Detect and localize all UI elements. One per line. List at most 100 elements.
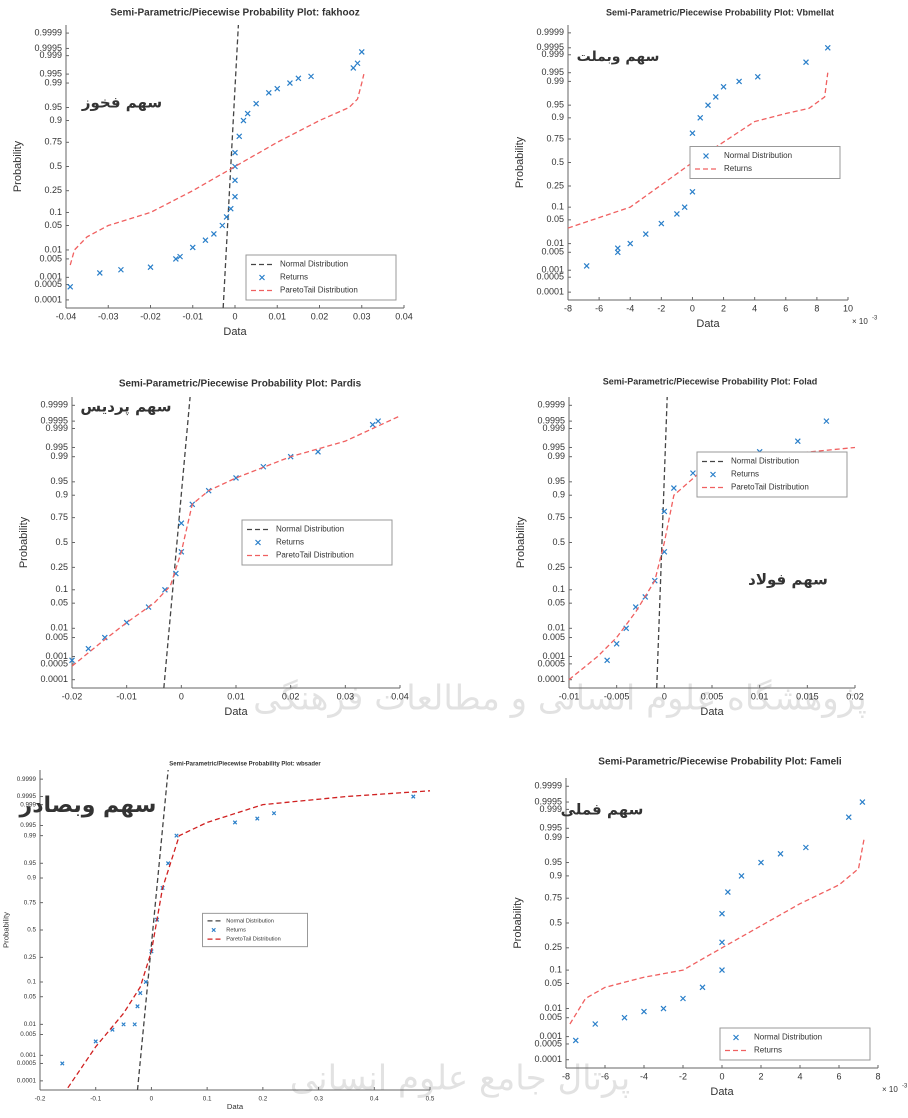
y-tick-label: 0.9995	[537, 415, 565, 425]
y-tick-label: 0.25	[24, 954, 37, 961]
y-tick-label: 0.1	[552, 584, 565, 594]
data-point	[272, 812, 276, 816]
data-point	[713, 94, 718, 99]
legend-label: Returns	[724, 164, 752, 173]
y-tick-label: 0.995	[39, 68, 62, 78]
x-tick-label: 0.015	[796, 691, 819, 701]
y-tick-label: 0.99	[50, 451, 68, 461]
x-tick-label: -6	[595, 303, 603, 313]
y-tick-label: 0.9995	[536, 42, 564, 52]
y-tick-label: 0.9	[552, 490, 565, 500]
x-tick-label: -2	[679, 1071, 687, 1081]
x-tick-label: 0.4	[370, 1096, 379, 1103]
data-point	[584, 263, 589, 268]
x-tick-label: -0.01	[182, 311, 203, 321]
y-tick-label: 0.5	[549, 917, 562, 927]
legend-label: Normal Distribution	[280, 260, 348, 269]
x-exponent-base: × 10	[852, 317, 868, 326]
data-point	[211, 231, 216, 236]
annotation: سهم وبصادر	[19, 793, 157, 818]
y-tick-label: 0.005	[45, 632, 68, 642]
y-tick-label: 0.995	[539, 823, 562, 833]
y-tick-label: 0.95	[546, 100, 564, 110]
y-tick-label: 0.5	[49, 161, 62, 171]
y-tick-label: 0.99	[24, 832, 37, 839]
data-point	[148, 265, 153, 270]
data-point	[755, 74, 760, 79]
data-point	[825, 45, 830, 50]
y-tick-label: 0.1	[55, 584, 68, 594]
legend-label: Returns	[754, 1046, 782, 1055]
y-tick-label: 0.01	[50, 623, 68, 633]
y-axis-label: Probability	[512, 897, 524, 949]
data-point	[256, 817, 259, 821]
data-point	[682, 205, 687, 210]
y-tick-label: 0.95	[544, 857, 562, 867]
y-tick-label: 0.5	[551, 157, 564, 167]
data-point	[287, 81, 292, 86]
x-tick-label: -2	[657, 303, 665, 313]
x-tick-label: 0.02	[311, 311, 329, 321]
data-point	[593, 1022, 598, 1027]
y-tick-label: 0.1	[49, 207, 62, 217]
data-point	[359, 49, 364, 54]
data-point	[624, 626, 629, 631]
y-tick-label: 0.9995	[40, 415, 68, 425]
y-tick-label: 0.9	[27, 875, 36, 882]
data-point	[739, 873, 744, 878]
data-point	[737, 79, 742, 84]
x-axis-label: Data	[696, 318, 720, 330]
legend-label: Normal Distribution	[724, 151, 792, 160]
data-point	[659, 221, 664, 226]
y-tick-label: 0.995	[542, 442, 565, 452]
y-tick-label: 0.1	[551, 202, 564, 212]
y-tick-label: 0.001	[541, 265, 564, 275]
legend-label: Returns	[280, 273, 308, 282]
y-tick-label: 0.5	[552, 537, 565, 547]
data-point	[245, 111, 250, 116]
y-tick-label: 0.9	[49, 115, 62, 125]
y-tick-label: 0.05	[44, 220, 62, 230]
legend-label: Returns	[731, 470, 759, 479]
y-tick-label: 0.05	[24, 993, 37, 1000]
y-tick-label: 0.0001	[34, 294, 62, 304]
data-point	[605, 658, 610, 663]
chart-title: Semi-Parametric/Piecewise Probability Pl…	[603, 376, 818, 386]
annotation: سهم فولاد	[748, 571, 828, 589]
x-tick-label: 4	[752, 303, 757, 313]
legend-label: Returns	[226, 927, 246, 933]
y-tick-label: 0.25	[44, 185, 62, 195]
data-point	[275, 86, 280, 91]
x-tick-label: -0.03	[98, 311, 119, 321]
data-point	[68, 284, 73, 289]
y-tick-label: 0.005	[20, 1031, 36, 1038]
data-point	[175, 834, 179, 838]
x-tick-label: 0	[179, 691, 184, 701]
y-tick-label: 0.0005	[17, 1060, 37, 1067]
x-tick-label: -0.01	[559, 691, 580, 701]
y-tick-label: 0.1	[549, 964, 562, 974]
data-point	[661, 1006, 666, 1011]
data-point	[166, 862, 170, 866]
x-tick-label: -0.1	[90, 1096, 101, 1103]
x-tick-label: -4	[626, 303, 634, 313]
data-point	[681, 996, 686, 1001]
x-axis-label: Data	[710, 1086, 734, 1098]
y-tick-label: 0.001	[542, 651, 565, 661]
annotation: سهم وبملت	[577, 49, 660, 65]
data-point	[136, 1005, 140, 1009]
y-tick-label: 0.001	[45, 651, 68, 661]
x-tick-label: -4	[640, 1071, 648, 1081]
y-tick-label: 0.001	[20, 1052, 36, 1059]
data-point	[309, 74, 314, 79]
figure: پژوهشگاه علوم انسانی و مطالعات فرهنگی پر…	[0, 0, 908, 1118]
data-point	[674, 211, 679, 216]
y-tick-label: 0.01	[546, 238, 564, 248]
y-tick-label: 0.25	[50, 562, 68, 572]
x-axis-label: Data	[224, 706, 248, 718]
y-tick-label: 0.1	[27, 979, 36, 986]
data-point	[706, 103, 711, 108]
data-point	[778, 851, 783, 856]
data-point	[179, 521, 184, 526]
data-line	[138, 770, 169, 1090]
